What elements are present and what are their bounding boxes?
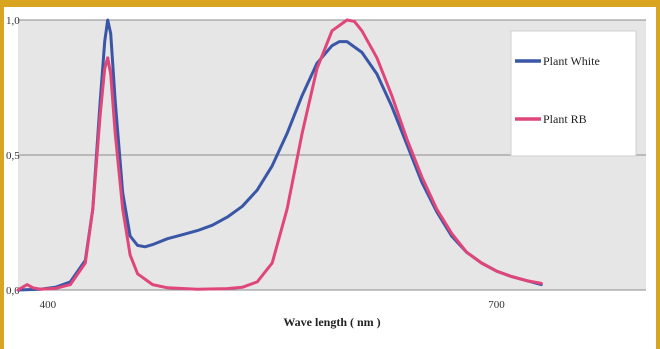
legend: Plant White Plant RB	[510, 30, 637, 157]
y-tick-label: 1,0	[6, 15, 20, 27]
legend-entry: Plant RB	[543, 112, 587, 126]
y-tick-label: 0,5	[6, 150, 20, 162]
x-axis-ticks: 400 700	[40, 299, 506, 311]
legend-box	[510, 30, 637, 157]
y-tick-label: 0,0	[6, 285, 20, 297]
x-tick-label: 400	[40, 299, 57, 311]
series-line-1	[16, 18, 543, 292]
legend-entry: Plant White	[543, 54, 600, 68]
x-axis-label: Wave length ( nm )	[283, 315, 380, 329]
series-lines	[16, 18, 543, 292]
x-tick-label: 700	[488, 299, 505, 311]
y-axis-ticks: 0,0 0,5 1,0	[6, 15, 20, 297]
